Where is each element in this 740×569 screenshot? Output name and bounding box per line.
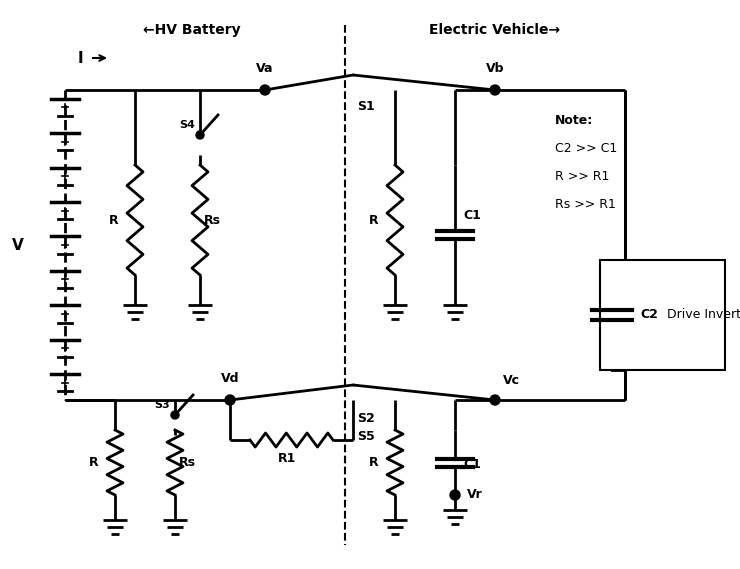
Circle shape bbox=[260, 85, 270, 95]
Circle shape bbox=[490, 395, 500, 405]
Text: Va: Va bbox=[256, 61, 274, 75]
Circle shape bbox=[261, 86, 269, 94]
Text: Note:: Note: bbox=[555, 113, 593, 126]
Text: Rs: Rs bbox=[204, 213, 221, 226]
Text: Electric Vehicle→: Electric Vehicle→ bbox=[429, 23, 561, 37]
Text: S5: S5 bbox=[357, 430, 374, 443]
Bar bbox=[600, 260, 725, 370]
Text: R1: R1 bbox=[278, 451, 296, 464]
Text: Vb: Vb bbox=[485, 61, 504, 75]
Text: Rs >> R1: Rs >> R1 bbox=[555, 197, 616, 211]
Circle shape bbox=[196, 131, 204, 139]
Text: R: R bbox=[90, 456, 99, 469]
Text: C2: C2 bbox=[640, 308, 658, 321]
Circle shape bbox=[225, 395, 235, 405]
Text: C2 >> C1: C2 >> C1 bbox=[555, 142, 617, 155]
Text: Vc: Vc bbox=[503, 373, 520, 386]
Text: C1: C1 bbox=[463, 208, 481, 221]
Circle shape bbox=[490, 85, 500, 95]
Text: V: V bbox=[12, 237, 24, 253]
Text: R: R bbox=[110, 213, 119, 226]
Text: Vd: Vd bbox=[221, 372, 239, 385]
Circle shape bbox=[226, 396, 234, 404]
Text: C1: C1 bbox=[463, 459, 481, 472]
Circle shape bbox=[450, 490, 460, 500]
Text: I: I bbox=[77, 51, 83, 65]
Text: S1: S1 bbox=[357, 100, 374, 113]
Text: S2: S2 bbox=[357, 412, 374, 425]
Text: Vr: Vr bbox=[467, 489, 482, 501]
Text: S4: S4 bbox=[179, 120, 195, 130]
Text: R: R bbox=[369, 456, 379, 469]
Text: S3: S3 bbox=[155, 400, 170, 410]
Text: R >> R1: R >> R1 bbox=[555, 170, 609, 183]
Text: Rs: Rs bbox=[179, 456, 196, 469]
Circle shape bbox=[171, 411, 179, 419]
Text: R: R bbox=[369, 213, 379, 226]
Text: ←HV Battery: ←HV Battery bbox=[143, 23, 240, 37]
Text: Drive Inverter: Drive Inverter bbox=[667, 308, 740, 321]
